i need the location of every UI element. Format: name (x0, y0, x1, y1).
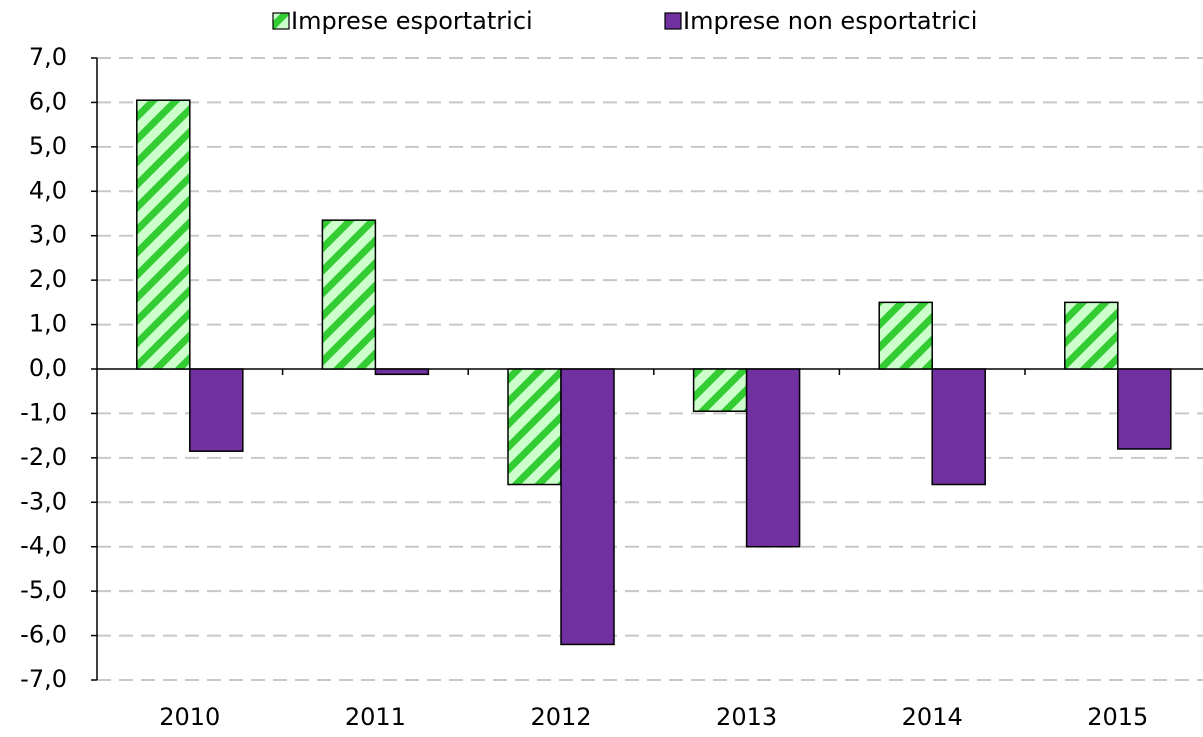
y-tick-label: -1,0 (20, 398, 67, 426)
x-tick-label: 2015 (1087, 703, 1148, 731)
bar (189, 368, 244, 452)
y-tick-label: 3,0 (29, 221, 67, 249)
y-tick-label: 5,0 (29, 132, 67, 160)
legend-label: Imprese esportatrici (291, 7, 533, 35)
legend-swatch (272, 12, 290, 30)
x-tick-label: 2011 (345, 703, 406, 731)
legend-swatch (664, 12, 682, 30)
x-tick-label: 2013 (716, 703, 777, 731)
bar (1117, 368, 1172, 450)
bar (1064, 301, 1119, 370)
bar (507, 368, 562, 486)
y-tick-label: -2,0 (20, 443, 67, 471)
x-tick-label: 2010 (159, 703, 220, 731)
bar (692, 368, 748, 412)
bar (136, 99, 191, 370)
y-tick-label: -7,0 (20, 665, 67, 693)
y-tick-label: 7,0 (29, 43, 67, 71)
y-tick-label: -5,0 (20, 576, 67, 604)
x-tick-label: 2012 (530, 703, 591, 731)
y-tick-label: 2,0 (29, 265, 67, 293)
y-tick-label: -3,0 (20, 487, 67, 515)
bar (321, 219, 377, 370)
bar (931, 368, 986, 486)
bar (878, 301, 933, 370)
y-tick-label: -4,0 (20, 532, 67, 560)
x-tick-label: 2014 (902, 703, 963, 731)
legend-label: Imprese non esportatrici (683, 7, 977, 35)
bar (374, 368, 430, 376)
y-tick-label: 4,0 (29, 176, 67, 204)
y-tick-label: 0,0 (29, 354, 67, 382)
bar (745, 368, 801, 548)
y-tick-label: 6,0 (29, 87, 67, 115)
y-tick-label: 1,0 (29, 310, 67, 338)
bar (560, 368, 615, 646)
y-tick-label: -6,0 (20, 621, 67, 649)
